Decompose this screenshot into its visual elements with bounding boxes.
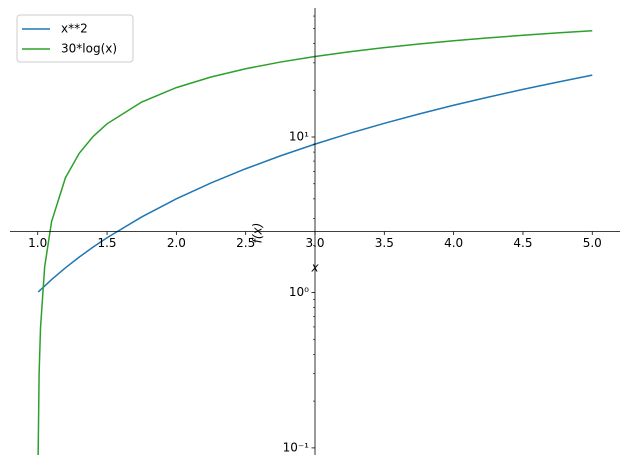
y-tick-label: 10⁰ — [289, 285, 309, 299]
y-axis-label: f(x) — [251, 223, 265, 244]
x-tick-label: 2.0 — [167, 236, 186, 250]
x-tick-label: 1.0 — [28, 236, 47, 250]
y-tick-label: 10⁻¹ — [283, 440, 310, 454]
plot-area — [37, 29, 593, 455]
x-tick-label: 4.5 — [513, 236, 532, 250]
line — [37, 29, 593, 455]
legend-label: x**2 — [61, 22, 88, 36]
legend-label: 30*log(x) — [61, 42, 117, 56]
x-tick-label: 5.0 — [583, 236, 602, 250]
x-tick-label: 1.5 — [97, 236, 116, 250]
y-tick-label: 10¹ — [289, 130, 309, 144]
line — [37, 74, 593, 293]
x-tick-label: 3.5 — [375, 236, 394, 250]
x-tick-label: 4.0 — [444, 236, 463, 250]
legend-box — [16, 14, 134, 63]
x-tick-label: 3.0 — [305, 236, 324, 250]
x-tick-label: 2.5 — [236, 236, 255, 250]
